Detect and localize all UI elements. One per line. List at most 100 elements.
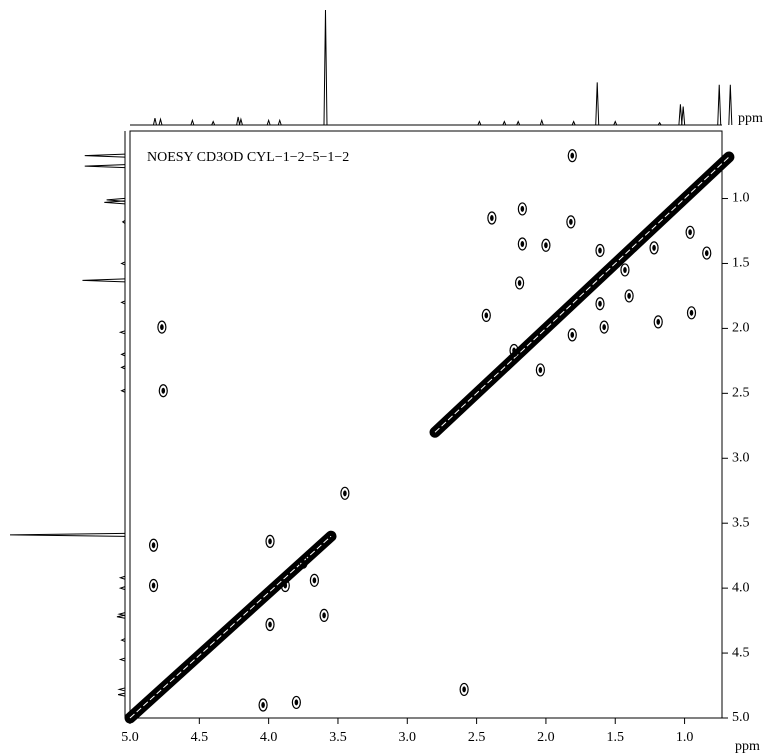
cross-peak-core <box>538 366 543 373</box>
cross-peak-core <box>490 215 494 222</box>
cross-peak <box>514 276 525 290</box>
cross-peak <box>686 306 697 320</box>
cross-peak-core <box>570 152 575 159</box>
cross-peak-core <box>689 309 694 316</box>
top-projection-peak <box>211 120 216 126</box>
cross-peak-core <box>512 347 516 354</box>
cross-peak <box>567 149 577 163</box>
left-projection-peak <box>121 219 126 224</box>
cross-peak <box>535 363 545 377</box>
cross-peak-core <box>517 279 522 286</box>
cross-peak-core <box>283 582 288 589</box>
x-tick-label: 3.0 <box>399 730 417 745</box>
left-projection-peak <box>120 638 126 643</box>
top-projection-peak <box>681 106 686 126</box>
cross-peak-core <box>598 300 602 307</box>
cross-peak-core <box>151 582 156 589</box>
cross-peak <box>481 308 491 323</box>
cross-peak <box>319 608 329 623</box>
cross-peak-core <box>301 559 306 566</box>
top-projection-peak <box>539 118 544 126</box>
cross-peak <box>340 486 350 500</box>
cross-peak <box>157 320 167 334</box>
top-projection-peak <box>595 82 600 126</box>
cross-peak-core <box>151 542 156 549</box>
x-tick-label: 1.0 <box>676 730 694 745</box>
cross-peak <box>567 328 577 342</box>
cross-peak-core <box>598 247 602 254</box>
top-projection-peak <box>190 118 195 126</box>
cross-peak-core <box>652 244 656 251</box>
cross-peak <box>258 698 268 712</box>
x-tick-label: 1.5 <box>606 730 624 745</box>
cross-peak <box>517 202 527 216</box>
cross-peak-core <box>343 490 347 497</box>
cross-peak <box>509 343 519 358</box>
top-projection-peak <box>678 104 683 126</box>
cross-peak <box>541 238 551 252</box>
x-tick-label: 5.0 <box>121 730 139 745</box>
cross-peak-core <box>627 292 631 299</box>
cross-peak <box>702 246 712 260</box>
cross-peak-core <box>688 229 692 236</box>
x-axis-label: ppm <box>735 739 760 754</box>
left-projection-peak <box>118 586 126 591</box>
cross-peak-core <box>520 205 525 212</box>
x-tick-label: 2.0 <box>537 730 555 745</box>
y-tick-label: 1.5 <box>732 256 750 271</box>
cross-peak-core <box>322 612 326 619</box>
y-tick-label: 2.0 <box>732 321 750 336</box>
cross-peak-core <box>704 250 709 257</box>
left-projection-peak <box>120 365 126 370</box>
y-tick-label: 2.5 <box>732 386 750 401</box>
top-projection-peak <box>477 120 482 126</box>
left-projection-peak <box>118 330 126 335</box>
cross-peak-core <box>161 387 166 394</box>
left-projection-peak <box>82 278 126 283</box>
cross-peak <box>595 243 605 258</box>
left-projection-peak <box>120 300 126 305</box>
cross-peak <box>148 538 159 552</box>
cross-peak <box>148 578 159 593</box>
cross-peak-core <box>570 331 575 338</box>
left-projection-peak <box>9 532 126 537</box>
left-projection-peak <box>120 261 126 266</box>
x-tick-label: 3.5 <box>329 730 347 745</box>
left-projection-peak <box>117 612 126 617</box>
top-projection-peak <box>728 84 733 126</box>
top-projection-peak <box>571 120 576 126</box>
cross-peak <box>620 263 630 277</box>
cross-peak <box>517 237 527 251</box>
top-projection-peak <box>613 120 618 126</box>
cross-peak-core <box>160 324 164 331</box>
cross-peak <box>566 215 576 229</box>
top-projection-peak <box>238 117 243 126</box>
cross-peak-core <box>569 218 573 225</box>
left-projection-peak <box>104 200 126 205</box>
cross-peak-core <box>544 242 548 249</box>
left-projection-peak <box>118 575 126 580</box>
cross-peak-core <box>656 318 661 325</box>
y-tick-label: 5.0 <box>732 710 750 725</box>
top-projection-peak <box>236 116 241 126</box>
top-projection-peak <box>502 120 507 126</box>
left-projection-peak <box>106 197 126 202</box>
top-projection-peak <box>717 84 722 126</box>
cross-peak-core <box>602 324 606 331</box>
diagonal-contour <box>434 156 730 433</box>
cross-peak-core <box>268 538 272 545</box>
x-tick-label: 4.5 <box>191 730 209 745</box>
diagonal-contour <box>129 535 332 719</box>
cross-peak-core <box>268 621 272 628</box>
cross-peak-core <box>294 699 299 706</box>
left-projection-peak <box>116 614 126 619</box>
top-projection-peak <box>323 9 328 126</box>
top-projection-peak <box>516 120 521 126</box>
y-tick-label: 1.0 <box>732 191 750 206</box>
cross-peak <box>298 555 308 569</box>
top-projection-peak <box>152 117 157 126</box>
cross-peak <box>624 289 634 303</box>
cross-peak-core <box>484 312 489 319</box>
left-projection-peak <box>118 657 126 662</box>
